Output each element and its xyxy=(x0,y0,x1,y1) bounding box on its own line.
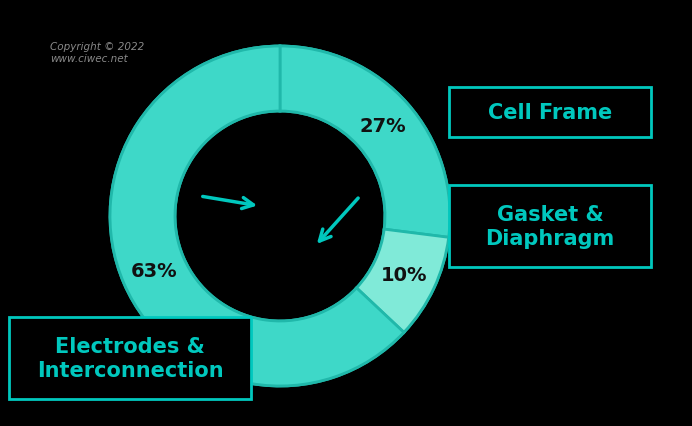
FancyBboxPatch shape xyxy=(449,88,651,138)
Text: Electrodes &
Interconnection: Electrodes & Interconnection xyxy=(37,337,224,380)
Wedge shape xyxy=(356,230,448,333)
Wedge shape xyxy=(280,47,450,238)
Text: Cell Frame: Cell Frame xyxy=(488,103,612,123)
Wedge shape xyxy=(110,47,404,386)
Text: 27%: 27% xyxy=(360,116,406,135)
Text: Copyright © 2022
www.ciwec.net: Copyright © 2022 www.ciwec.net xyxy=(50,42,144,63)
FancyBboxPatch shape xyxy=(9,317,251,399)
Wedge shape xyxy=(110,47,404,386)
Text: 63%: 63% xyxy=(131,262,177,280)
Text: Gasket &
Diaphragm: Gasket & Diaphragm xyxy=(485,205,614,248)
Text: 10%: 10% xyxy=(381,265,428,285)
Wedge shape xyxy=(356,230,448,333)
FancyBboxPatch shape xyxy=(449,186,651,268)
Wedge shape xyxy=(280,47,450,238)
